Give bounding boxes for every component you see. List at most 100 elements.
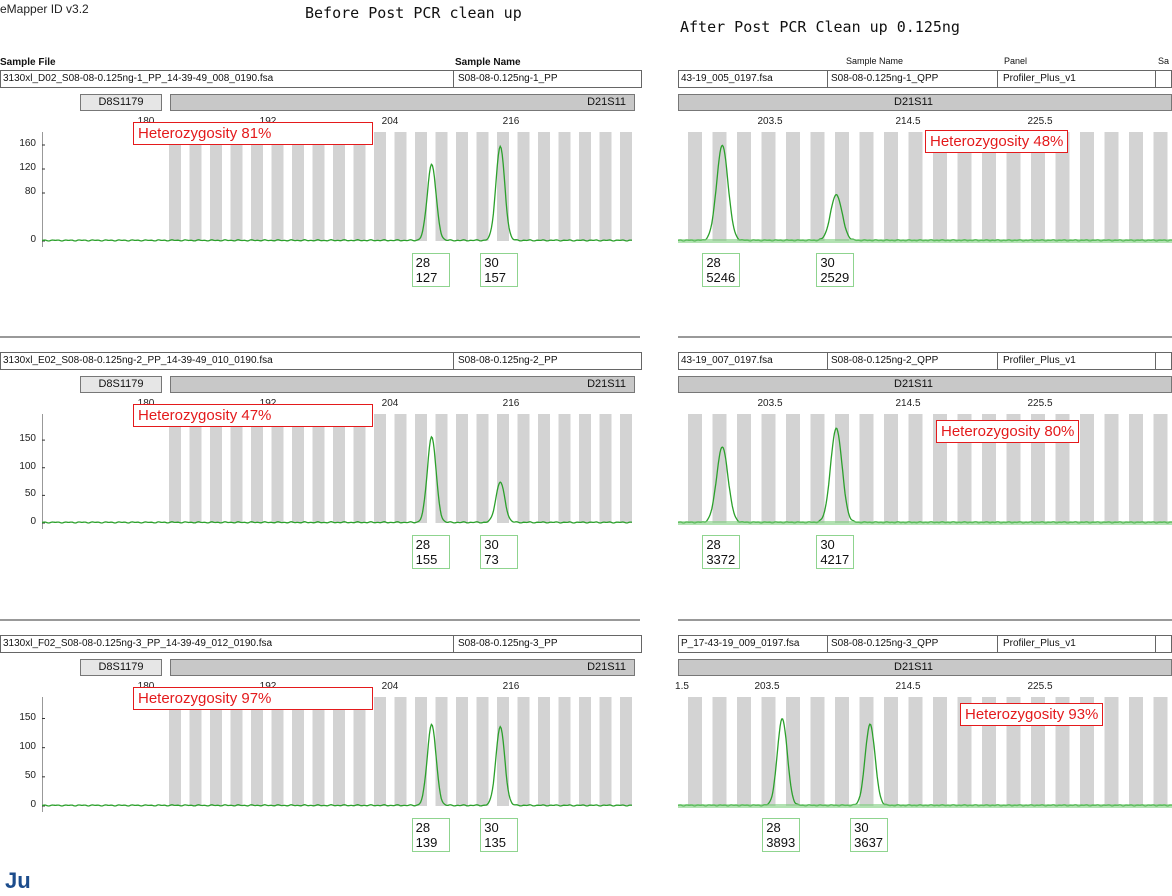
- peak-height: 3637: [854, 835, 884, 850]
- x-tick-label: 216: [502, 116, 520, 127]
- allele-bin: [497, 414, 509, 523]
- marker-right-bar[interactable]: D21S11: [170, 376, 635, 393]
- allele-bin: [786, 414, 800, 523]
- sample-name: S08-08-0.125ng-2_QPP: [831, 355, 939, 366]
- allele-bin: [230, 414, 243, 523]
- sample-file-row: 3130xl_D02_S08-08-0.125ng-1_PP_14-39-49_…: [0, 70, 642, 88]
- allele-bin: [1006, 132, 1021, 241]
- sample-file-name: 43-19_007_0197.fsa: [681, 355, 773, 366]
- right-header: Sample Name Panel Sa: [678, 56, 1172, 68]
- allele-bin: [538, 697, 550, 806]
- allele-label: 30 2529: [816, 253, 855, 287]
- sample-file-name: 3130xl_D02_S08-08-0.125ng-1_PP_14-39-49_…: [3, 73, 274, 84]
- allele-bin: [1153, 697, 1168, 806]
- allele-label: 30 73: [480, 535, 519, 569]
- allele-bin: [810, 132, 825, 241]
- x-tick-label: 216: [502, 398, 520, 409]
- allele-bin: [333, 697, 345, 806]
- allele-number: 30: [820, 255, 835, 270]
- allele-bin: [333, 132, 345, 241]
- heterozygosity-label: Heterozygosity 47%: [133, 404, 373, 427]
- allele-bin: [353, 414, 366, 523]
- allele-number: 30: [820, 537, 835, 552]
- marker-right-bar[interactable]: D21S11: [678, 659, 1172, 676]
- panel-name: Profiler_Plus_v1: [1003, 73, 1076, 84]
- marker-right-bar[interactable]: D21S11: [678, 376, 1172, 393]
- allele-bin: [908, 414, 923, 523]
- allele-bin: [579, 132, 591, 241]
- allele-bin: [620, 132, 632, 241]
- peak-height: 155: [415, 552, 438, 567]
- y-tick-label: 0: [30, 234, 36, 245]
- x-tick-label: 204: [381, 116, 399, 127]
- marker-left-box[interactable]: D8S1179: [80, 659, 162, 676]
- allele-bin: [579, 414, 591, 523]
- y-tick-label: 50: [24, 488, 36, 500]
- marker-right-label: D21S11: [894, 96, 933, 108]
- allele-bin: [712, 132, 727, 241]
- marker-right-bar[interactable]: D21S11: [170, 94, 635, 111]
- marker-left-box[interactable]: D8S1179: [80, 94, 162, 111]
- sample-file-row: 43-19_005_0197.fsa S08-08-0.125ng-1_QPP Pr…: [678, 70, 1172, 88]
- allele-bin: [1080, 132, 1094, 241]
- allele-bin: [210, 132, 222, 241]
- marker-right-bar[interactable]: D21S11: [678, 94, 1172, 111]
- peak-height: 3893: [766, 835, 796, 850]
- marker-left-box[interactable]: D8S1179: [80, 376, 162, 393]
- allele-bin: [292, 414, 304, 523]
- panel-divider: [678, 336, 1172, 338]
- allele-bin: [761, 697, 776, 806]
- column-separator: [453, 636, 454, 652]
- allele-bin: [884, 414, 898, 523]
- allele-bin: [688, 414, 702, 523]
- allele-bin: [456, 414, 468, 523]
- panel-divider: [678, 619, 1172, 621]
- peak-height: 3372: [706, 552, 736, 567]
- allele-bin: [230, 697, 243, 806]
- heterozygosity-label: Heterozygosity 48%: [925, 130, 1069, 153]
- right-panel-header: Panel: [1004, 56, 1028, 66]
- allele-bin: [786, 132, 800, 241]
- panel-divider: [0, 619, 640, 621]
- allele-bin: [292, 132, 304, 241]
- allele-bin: [558, 697, 571, 806]
- allele-number: 28: [706, 537, 721, 552]
- allele-label: 28 3372: [702, 535, 741, 569]
- allele-bin: [982, 132, 996, 241]
- allele-bin: [1153, 132, 1168, 241]
- allele-bin: [599, 414, 612, 523]
- allele-label: 28 3893: [762, 818, 801, 852]
- allele-bin: [859, 132, 874, 241]
- allele-bin: [497, 697, 509, 806]
- sample-name-header: Sample Name: [455, 57, 521, 68]
- allele-number: 30: [484, 255, 499, 270]
- sample-file-row: 3130xl_F02_S08-08-0.125ng-3_PP_14-39-49_…: [0, 635, 642, 653]
- column-separator: [827, 71, 828, 87]
- x-tick-label: 203.5: [754, 681, 780, 692]
- allele-bin: [374, 414, 386, 523]
- sample-file-name: 3130xl_F02_S08-08-0.125ng-3_PP_14-39-49_…: [3, 638, 273, 649]
- allele-bin: [312, 414, 325, 523]
- sample-file-row: 3130xl_E02_S08-08-0.125ng-2_PP_14-39-49_…: [0, 352, 642, 370]
- x-tick-label: 204: [381, 398, 399, 409]
- allele-bin: [688, 132, 702, 241]
- peak-height: 4217: [820, 552, 850, 567]
- peak-height: 127: [415, 270, 438, 285]
- y-tick-label: 120: [19, 162, 36, 173]
- allele-number: 30: [854, 820, 869, 835]
- x-tick-label: 216: [502, 681, 520, 692]
- allele-bin: [435, 697, 448, 806]
- title-after: After Post PCR Clean up 0.125ng: [680, 18, 960, 36]
- allele-number: 28: [766, 820, 781, 835]
- sample-name: S08-08-0.125ng-3_PP: [458, 638, 558, 649]
- allele-bin: [394, 697, 407, 806]
- allele-bin: [884, 132, 898, 241]
- allele-bin: [210, 414, 222, 523]
- allele-bin: [712, 697, 727, 806]
- allele-label: 30 4217: [816, 535, 855, 569]
- right-extra-header: Sa: [1158, 56, 1170, 66]
- peak-height: 135: [484, 835, 506, 850]
- title-before: Before Post PCR clean up: [305, 4, 522, 22]
- trace-line: [678, 718, 1172, 807]
- marker-right-bar[interactable]: D21S11: [170, 659, 635, 676]
